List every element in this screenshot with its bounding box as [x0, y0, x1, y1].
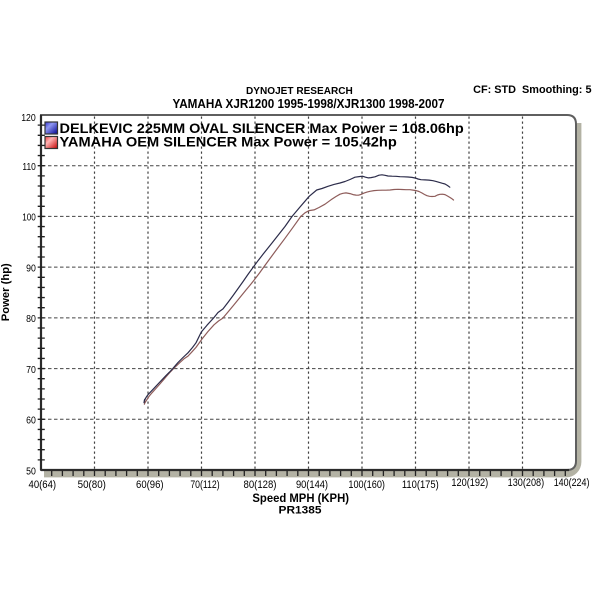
svg-text:CF: STD Smoothing: 5: CF: STD Smoothing: 5: [473, 84, 591, 96]
svg-text:PR1385: PR1385: [279, 505, 322, 517]
svg-text:120: 120: [21, 113, 36, 124]
svg-text:80: 80: [26, 314, 36, 325]
svg-text:DELKEVIC 225MM OVAL SILENCER M: DELKEVIC 225MM OVAL SILENCER Max Power =…: [60, 120, 464, 136]
svg-text:YAMAHA OEM SILENCER Max Power: YAMAHA OEM SILENCER Max Power = 105.42hp: [60, 134, 397, 150]
svg-text:50: 50: [26, 466, 36, 477]
svg-text:70(112): 70(112): [190, 479, 219, 491]
svg-text:40(64): 40(64): [29, 479, 57, 491]
svg-text:140(224): 140(224): [554, 477, 590, 489]
svg-text:YAMAHA XJR1200 1995-1998/XJR13: YAMAHA XJR1200 1995-1998/XJR1300 1998-20…: [173, 97, 445, 111]
svg-text:90(144): 90(144): [296, 479, 328, 491]
svg-text:90: 90: [26, 263, 36, 274]
svg-text:Speed MPH (KPH): Speed MPH (KPH): [252, 491, 349, 505]
svg-text:50(80): 50(80): [78, 479, 106, 491]
svg-text:100: 100: [22, 213, 36, 224]
svg-text:100(160): 100(160): [348, 479, 385, 491]
svg-text:70: 70: [26, 365, 36, 376]
svg-text:110: 110: [22, 162, 36, 173]
svg-text:110(175): 110(175): [402, 479, 439, 491]
svg-text:60: 60: [26, 416, 36, 427]
svg-text:120(192): 120(192): [451, 477, 488, 489]
svg-text:130(208): 130(208): [508, 477, 545, 489]
svg-text:DYNOJET RESEARCH: DYNOJET RESEARCH: [246, 86, 353, 97]
svg-text:80(128): 80(128): [244, 479, 277, 491]
svg-text:60(96): 60(96): [136, 479, 164, 491]
svg-text:Power (hp): Power (hp): [0, 263, 12, 321]
